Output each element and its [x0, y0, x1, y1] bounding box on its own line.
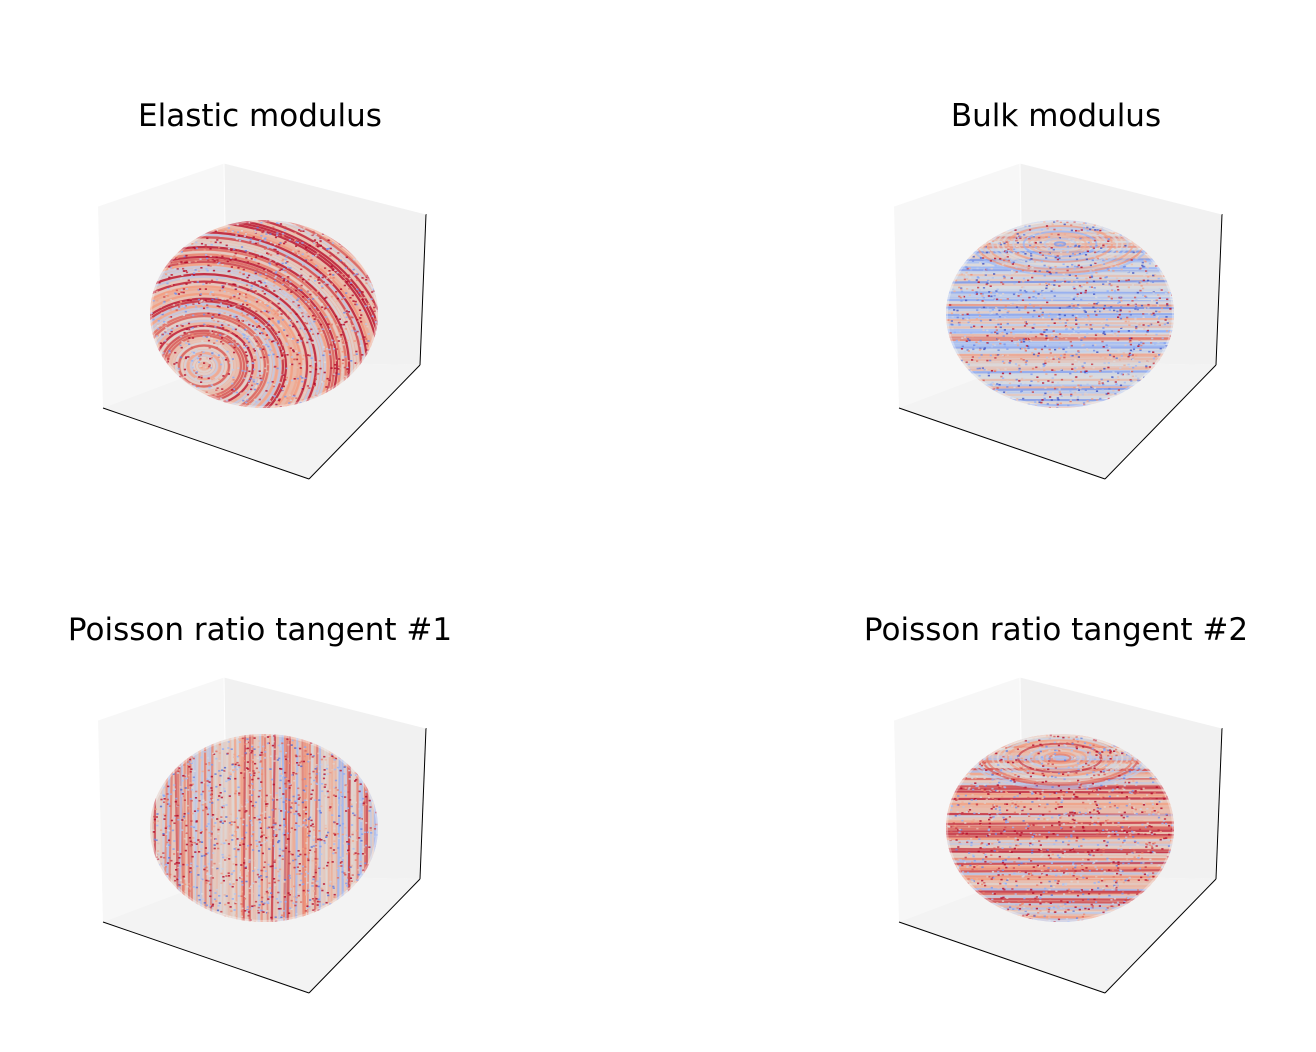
- subplot-title: Elastic modulus: [50, 98, 470, 134]
- subplot-poisson-ratio-tangent-1: Poisson ratio tangent #1: [50, 612, 470, 1052]
- axes-3d: [50, 662, 470, 1052]
- subplot-title: Poisson ratio tangent #1: [50, 612, 470, 648]
- subplot-bulk-modulus: Bulk modulus: [846, 98, 1266, 538]
- axes-3d: [846, 662, 1266, 1052]
- axes-3d: [50, 148, 470, 538]
- subplot-elastic-modulus: Elastic modulus: [50, 98, 470, 538]
- subplot-poisson-ratio-tangent-2: Poisson ratio tangent #2: [846, 612, 1266, 1052]
- subplot-title: Bulk modulus: [846, 98, 1266, 134]
- subplot-title: Poisson ratio tangent #2: [846, 612, 1266, 648]
- axes-3d: [846, 148, 1266, 538]
